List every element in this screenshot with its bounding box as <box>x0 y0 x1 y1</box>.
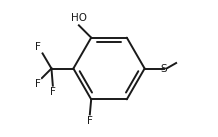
Text: HO: HO <box>71 13 87 23</box>
Text: F: F <box>35 79 41 89</box>
Text: F: F <box>87 116 93 126</box>
Text: F: F <box>35 42 41 52</box>
Text: F: F <box>50 87 56 97</box>
Text: S: S <box>160 64 167 73</box>
